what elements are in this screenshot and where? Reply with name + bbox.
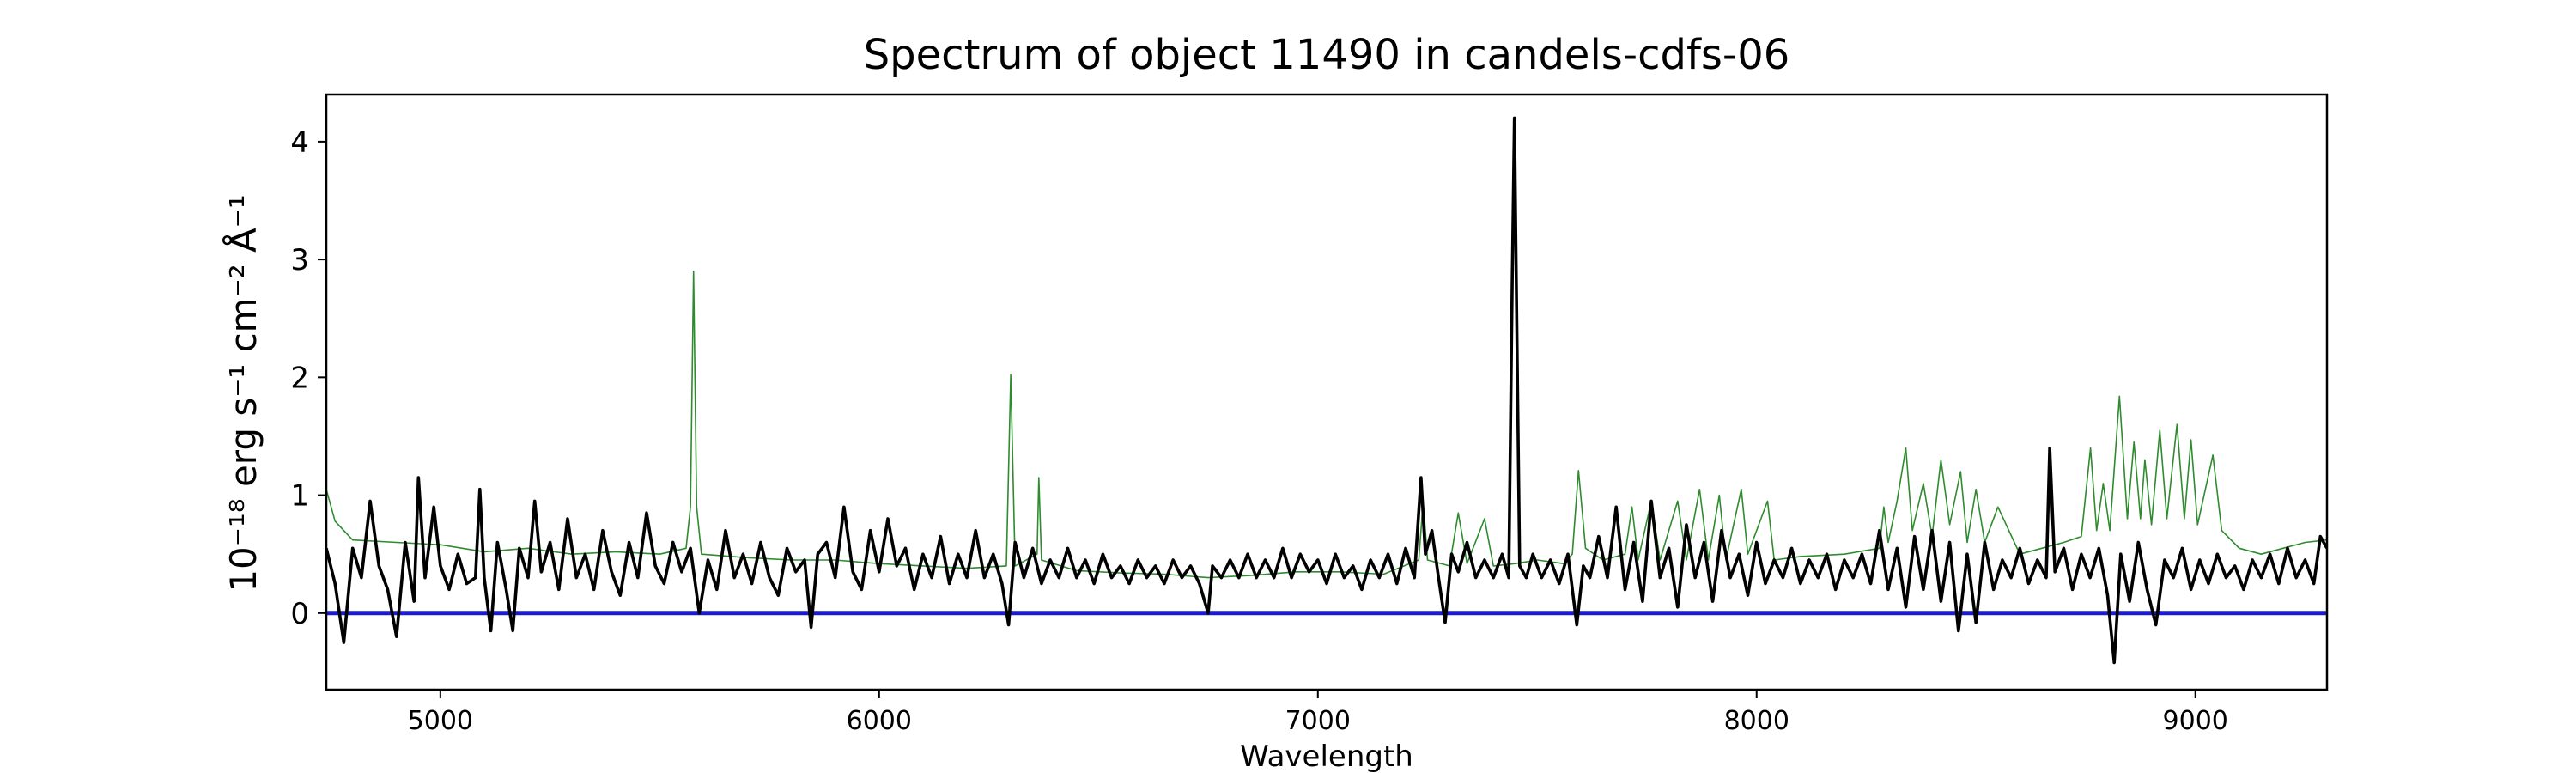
spectrum-line xyxy=(326,116,2327,665)
x-tick-label: 6000 xyxy=(847,706,912,736)
y-axis-label: 10⁻¹⁸ erg s⁻¹ cm⁻² Å⁻¹ xyxy=(222,194,264,592)
series-group xyxy=(326,116,2327,665)
chart-title: Spectrum of object 11490 in candels-cdfs… xyxy=(864,31,1790,79)
y-tick-label: 1 xyxy=(290,479,309,514)
x-tick-label: 5000 xyxy=(408,706,473,736)
x-tick-label: 8000 xyxy=(1724,706,1789,736)
plot-frame xyxy=(325,93,2329,691)
x-tick-label: 7000 xyxy=(1285,706,1351,736)
y-tick-label: 0 xyxy=(290,597,309,631)
x-axis-label: Wavelength xyxy=(1240,740,1413,773)
axis-ticks: 5000 6000 7000 8000 9000 0 1 2 3 4 xyxy=(290,125,2228,736)
y-tick-label: 3 xyxy=(290,243,309,277)
y-tick-label: 2 xyxy=(290,361,309,395)
model-line xyxy=(326,270,2327,579)
x-tick-label: 9000 xyxy=(2163,706,2228,736)
y-tick-label: 4 xyxy=(290,125,309,160)
